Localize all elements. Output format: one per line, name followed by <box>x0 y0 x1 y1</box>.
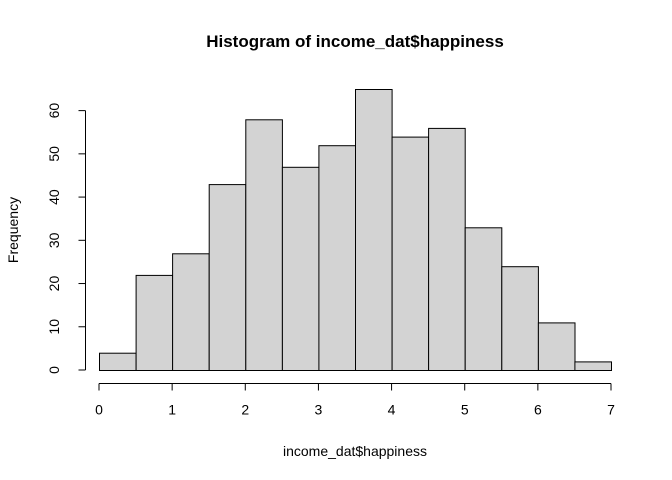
x-tick-label-3: 3 <box>315 402 323 418</box>
histogram-bar-9 <box>428 127 466 371</box>
x-tick-label-7: 7 <box>607 402 615 418</box>
chart-title: Histogram of income_dat$happiness <box>206 32 504 51</box>
x-tick-label-6: 6 <box>534 402 542 418</box>
histogram-bar-5 <box>281 166 320 371</box>
y-tick-label-3: 30 <box>46 232 62 248</box>
y-axis: 0 10 20 30 40 50 60 <box>46 103 86 374</box>
histogram-bar-11 <box>501 266 539 372</box>
x-axis-label: income_dat$happiness <box>283 443 427 459</box>
y-tick-label-4: 40 <box>46 189 62 205</box>
histogram-bar-4 <box>245 119 283 371</box>
bars-group <box>99 89 613 372</box>
histogram-bar-13 <box>574 361 613 371</box>
y-axis-label: Frequency <box>5 197 21 263</box>
x-axis: 0 1 2 3 4 5 6 7 <box>95 383 615 418</box>
histogram-bar-3 <box>208 184 247 371</box>
histogram-bar-2 <box>172 253 210 371</box>
x-tick-label-1: 1 <box>168 402 176 418</box>
histogram-bar-12 <box>537 322 576 371</box>
y-tick-label-2: 20 <box>46 276 62 292</box>
y-tick-label-1: 10 <box>46 319 62 335</box>
histogram-bar-0 <box>99 352 137 372</box>
histogram-bar-10 <box>464 227 503 371</box>
x-tick-label-2: 2 <box>241 402 249 418</box>
x-tick-label-4: 4 <box>388 402 396 418</box>
y-tick-label-0: 0 <box>46 366 62 374</box>
y-tick-label-5: 50 <box>46 146 62 162</box>
x-tick-label-0: 0 <box>95 402 103 418</box>
histogram-bar-8 <box>391 136 430 371</box>
y-tick-label-6: 60 <box>46 103 62 119</box>
histogram-bar-6 <box>318 145 356 371</box>
histogram-bar-1 <box>135 274 174 371</box>
histogram-bar-7 <box>355 89 393 371</box>
x-tick-label-5: 5 <box>461 402 469 418</box>
